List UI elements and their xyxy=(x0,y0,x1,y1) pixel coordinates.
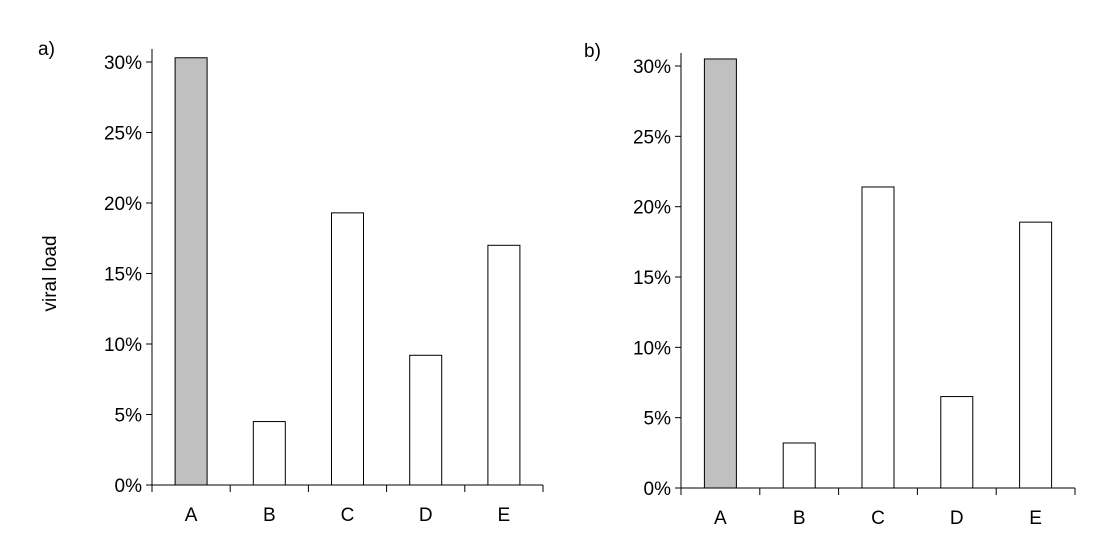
x-tick-label: E xyxy=(498,505,511,526)
bar-B xyxy=(782,442,816,489)
y-tick-label: 30% xyxy=(104,53,142,74)
y-tick-label: 25% xyxy=(104,124,142,145)
y-tick-label: 30% xyxy=(633,57,671,78)
x-tick-label: E xyxy=(1029,508,1042,529)
bar-E xyxy=(1019,221,1053,489)
x-tick-label: A xyxy=(185,505,198,526)
chart-panel-a: a) viral load 0% 5% 10% 15% 20% 25% 30% A B C D E xyxy=(38,39,544,526)
bar-E xyxy=(487,244,521,486)
bar-A xyxy=(703,58,737,489)
y-tick-label: 15% xyxy=(104,265,142,286)
y-tick-label: 20% xyxy=(104,194,142,215)
x-tick-label: B xyxy=(263,505,276,526)
x-tick-label: C xyxy=(341,505,355,526)
y-tick-label: 5% xyxy=(115,406,143,427)
bar-A xyxy=(174,57,208,486)
panel-label: a) xyxy=(38,39,55,60)
bar-C xyxy=(861,186,895,489)
x-tick-label: C xyxy=(871,508,885,529)
y-tick-label: 20% xyxy=(633,198,671,219)
bar-D xyxy=(409,354,443,486)
y-tick-label: 0% xyxy=(644,479,672,500)
panel-label: b) xyxy=(584,41,601,62)
chart-panel-b: b) 0% 5% 10% 15% 20% 25% 30% A B C D E xyxy=(584,41,1076,529)
bar-D xyxy=(940,396,974,489)
bar-C xyxy=(331,212,364,486)
x-tick-label: D xyxy=(419,505,433,526)
y-tick-label: 25% xyxy=(633,127,671,148)
bar-B xyxy=(252,421,286,486)
x-tick-label: A xyxy=(714,508,727,529)
x-tick-label: D xyxy=(950,508,964,529)
y-tick-label: 0% xyxy=(115,476,143,497)
y-tick-label: 15% xyxy=(633,268,671,289)
x-tick-label: B xyxy=(793,508,806,529)
y-axis-title: viral load xyxy=(40,235,61,311)
y-tick-label: 5% xyxy=(644,409,672,430)
y-tick-label: 10% xyxy=(633,338,671,359)
y-tick-label: 10% xyxy=(104,335,142,356)
